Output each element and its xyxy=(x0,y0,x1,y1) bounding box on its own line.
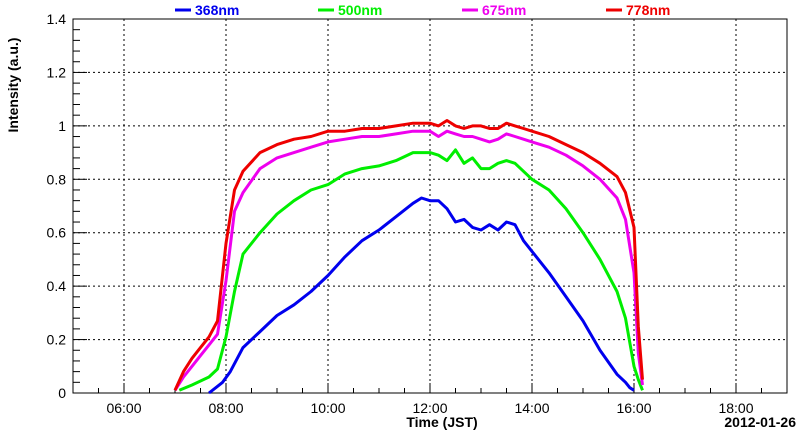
y-tick-label: 0.4 xyxy=(47,278,67,294)
series-778nm-line xyxy=(173,119,644,391)
x-tick-label: 08:00 xyxy=(208,400,243,416)
y-axis-title: Intensity (a.u.) xyxy=(5,38,21,133)
x-tick-label: 16:00 xyxy=(616,400,651,416)
y-tick-label: 1.2 xyxy=(47,64,67,80)
series-layer xyxy=(173,119,644,395)
legend-label: 500nm xyxy=(338,2,382,18)
x-tick-label: 06:00 xyxy=(106,400,141,416)
x-tick-label: 18:00 xyxy=(718,400,753,416)
y-tick-label: 0.8 xyxy=(47,171,67,187)
y-tick-label: 1 xyxy=(58,118,66,134)
y-tick-label: 0.2 xyxy=(47,332,67,348)
legend-label: 778nm xyxy=(626,2,670,18)
tick-labels: 06:00 08:00 10:00 12:00 14:00 16:00 18:00 0 0.2 0… xyxy=(47,11,754,416)
y-tick-label: 0 xyxy=(58,385,66,401)
y-tick-label: 1.4 xyxy=(47,11,67,27)
series-675nm-line xyxy=(173,129,644,392)
x-tick-label: 12:00 xyxy=(412,400,447,416)
series-368nm-line xyxy=(208,196,635,395)
x-tick-label: 10:00 xyxy=(310,400,345,416)
x-tick-label: 14:00 xyxy=(514,400,549,416)
x-axis-title: Time (JST) xyxy=(406,414,477,430)
series-500nm-line xyxy=(178,148,644,392)
legend-label: 675nm xyxy=(482,2,526,18)
legend: 368nm 500nm 675nm 778nm xyxy=(175,2,670,18)
date-label: 2012-01-26 xyxy=(724,414,796,430)
y-tick-label: 0.6 xyxy=(47,225,67,241)
legend-label: 368nm xyxy=(195,2,239,18)
